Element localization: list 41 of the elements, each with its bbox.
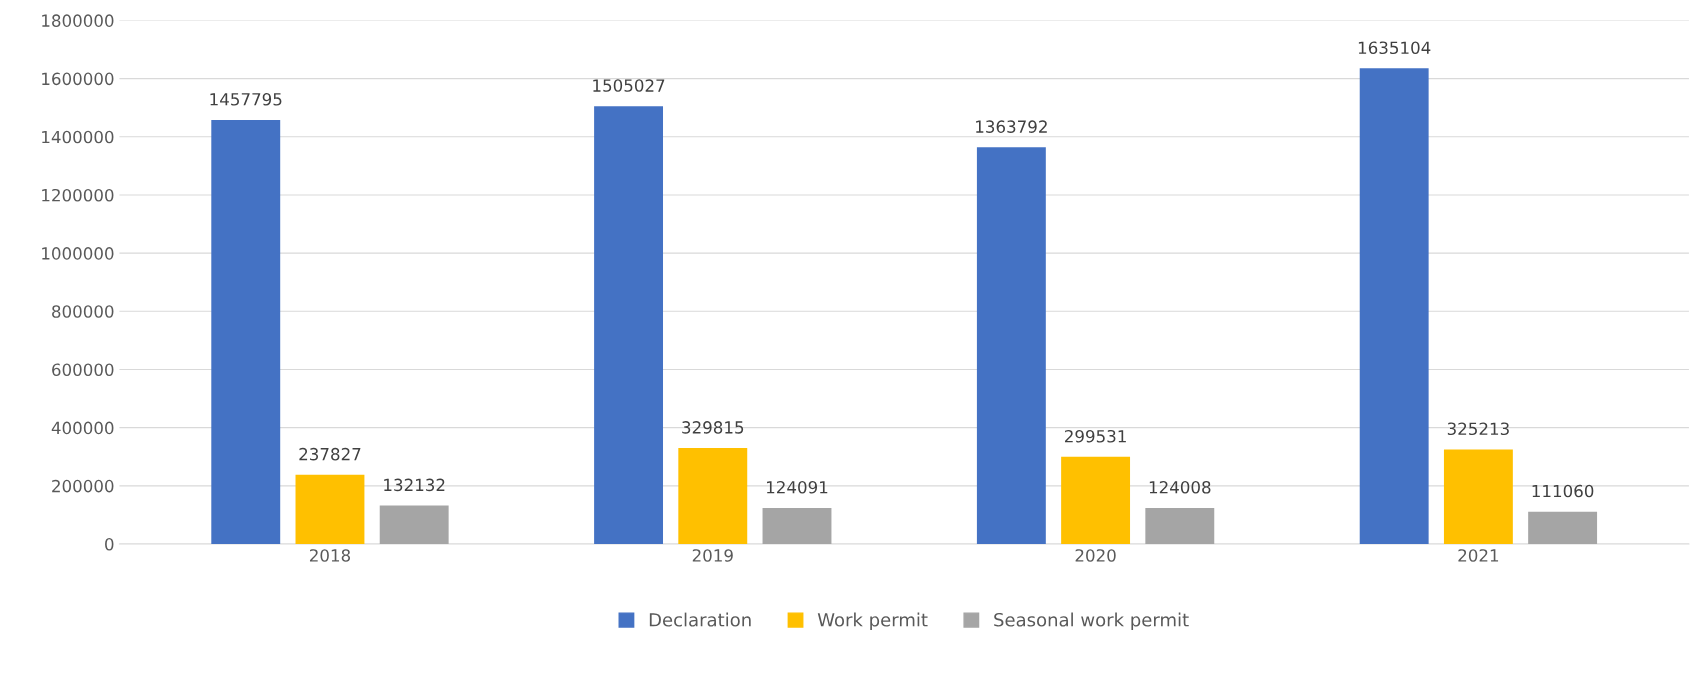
data-label: 325213 <box>1447 422 1509 436</box>
bar <box>1528 511 1598 544</box>
y-tick-label: 1600000 <box>42 72 114 86</box>
data-label: 124008 <box>1149 480 1211 494</box>
y-tick-label: 800000 <box>52 305 114 318</box>
x-tick-label: 2018 <box>309 549 351 562</box>
bar <box>594 106 664 544</box>
y-tick-label: 1400000 <box>42 130 114 144</box>
y-tick-label: 1000000 <box>42 247 114 260</box>
legend-label: Work permit <box>817 612 928 631</box>
bar <box>295 474 365 544</box>
bar <box>1145 507 1215 544</box>
bar <box>1359 68 1429 544</box>
x-tick-label: 2021 <box>1458 549 1499 562</box>
y-tick-label: 200000 <box>52 479 114 493</box>
bar <box>379 505 449 544</box>
bar <box>678 448 748 544</box>
y-tick-label: 1200000 <box>42 188 114 202</box>
data-label: 132132 <box>384 478 445 492</box>
data-label: 237827 <box>299 447 361 461</box>
bar <box>1061 456 1131 544</box>
data-label: 124091 <box>767 480 828 494</box>
y-tick-label: 1800000 <box>42 14 114 27</box>
y-tick-label: 400000 <box>51 421 114 435</box>
legend-label: Seasonal work permit <box>994 612 1189 631</box>
bar <box>211 119 281 544</box>
data-label: 1635104 <box>1358 41 1431 55</box>
data-label: 329815 <box>682 421 744 434</box>
y-tick-label: 600000 <box>52 363 114 377</box>
data-label: 1457795 <box>210 93 282 106</box>
bar <box>1443 449 1513 544</box>
data-label: 1505027 <box>593 79 665 92</box>
bar <box>762 507 832 544</box>
data-label: 299531 <box>1064 429 1126 443</box>
data-label: 1363792 <box>976 120 1047 133</box>
y-tick-label: 0 <box>105 537 114 551</box>
data-label: 111060 <box>1532 484 1594 498</box>
legend-label: Declaration <box>649 612 751 627</box>
x-tick-label: 2020 <box>1075 549 1116 562</box>
x-tick-label: 2019 <box>692 549 733 562</box>
bar <box>976 147 1046 544</box>
